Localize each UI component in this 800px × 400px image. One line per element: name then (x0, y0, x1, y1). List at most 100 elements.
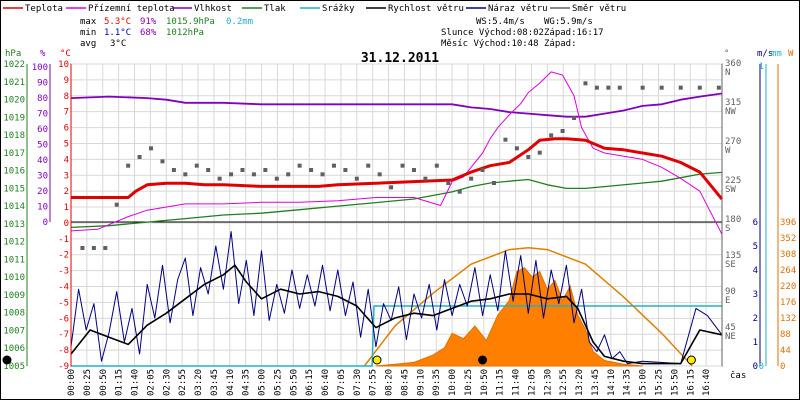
tick-time: 10:25 (464, 369, 474, 396)
tick-temp: 10 (58, 60, 69, 70)
tick-hpa: 1006 (3, 344, 25, 354)
tick-time: 00:00 (67, 369, 77, 396)
tick-w: 176 (780, 298, 796, 308)
tick-hpa: 1019 (3, 113, 25, 123)
weather-chart: Teplota Přízemní teplota Vlhkost Tlak Sr… (0, 0, 800, 400)
smer-point (679, 86, 683, 90)
tick-temp: 3 (64, 171, 69, 181)
smer-point (126, 164, 130, 168)
smer-point (332, 164, 336, 168)
smer-point (115, 203, 119, 207)
tick-time: 04:35 (242, 369, 252, 396)
tick-pct: 40 (37, 156, 48, 166)
smer-point (355, 177, 359, 181)
tick-time: 02:55 (178, 369, 188, 396)
tick-hpa: 1013 (3, 220, 25, 230)
smer-point (343, 168, 347, 172)
tick-time: 05:50 (289, 369, 299, 396)
info-slunce-zapad: Západ:16:17 (544, 28, 604, 38)
legend-label-srazky: Srážky (322, 4, 355, 14)
tick-dir-label: SW (725, 185, 736, 195)
smer-point (698, 86, 702, 90)
tick-hpa: 1016 (3, 167, 25, 177)
tick-time: 06:40 (321, 369, 331, 396)
axis-unit-pct: % (40, 49, 46, 59)
smer-point (80, 246, 84, 250)
tick-hpa: 1008 (3, 309, 25, 319)
tick-ms: 4 (753, 266, 758, 276)
smer-point (378, 172, 382, 176)
legend-label-smer: Směr větru (572, 4, 626, 14)
tick-time: 11:40 (512, 369, 522, 396)
smer-point (366, 164, 370, 168)
smer-point (618, 86, 622, 90)
tick-hpa: 1021 (3, 78, 25, 88)
legend-label-vlhkost: Vlhkost (194, 4, 232, 14)
tick-dir-label: N (725, 68, 730, 78)
tick-w: 44 (780, 346, 791, 356)
smer-point (160, 159, 164, 163)
tick-hpa: 1017 (3, 149, 25, 159)
tick-dir-label: SE (725, 260, 736, 270)
tick-time: 09:10 (416, 369, 426, 396)
smer-point (595, 86, 599, 90)
legend-label-teplota: Teplota (25, 4, 63, 14)
smer-point (149, 146, 153, 150)
tick-time: 09:35 (432, 369, 442, 396)
tick-pct: 30 (37, 172, 48, 182)
legend-label-tlak: Tlak (264, 4, 286, 14)
tick-w: 88 (780, 330, 791, 340)
smer-point (423, 177, 427, 181)
smer-point (446, 181, 450, 185)
smer-point (183, 172, 187, 176)
tick-time: 04:10 (226, 369, 236, 396)
chart-svg: Teplota Přízemní teplota Vlhkost Tlak Sr… (0, 0, 800, 400)
smer-point (572, 116, 576, 120)
tick-pct: 50 (37, 141, 48, 151)
smer-point (321, 172, 325, 176)
smer-point (263, 168, 267, 172)
tick-pct: 20 (37, 187, 48, 197)
tick-time: 15:00 (639, 369, 649, 396)
tick-time: 12:30 (543, 369, 553, 396)
tick-time: 08:45 (400, 369, 410, 396)
smer-point (252, 172, 256, 176)
tick-temp: 1 (64, 203, 69, 213)
tick-temp: -6 (58, 314, 69, 324)
tick-w: 0 (780, 362, 785, 372)
tick-w: 308 (780, 250, 796, 260)
smer-point (481, 168, 485, 172)
smer-point (172, 168, 176, 172)
tick-temp: 6 (64, 124, 69, 134)
moonrise-marker (479, 356, 487, 364)
tick-ms: 6 (753, 218, 758, 228)
info-wg: WG:5.9m/s (544, 17, 593, 27)
tick-temp: -8 (58, 346, 69, 356)
info-mesic-zapad: Západ: (544, 39, 577, 49)
stats-max-rain: 0.2mm (226, 17, 253, 27)
tick-temp: -1 (58, 235, 69, 245)
tick-w: 352 (780, 234, 796, 244)
smer-point (218, 177, 222, 181)
smer-point (229, 172, 233, 176)
tick-rain: 0 (759, 362, 764, 372)
tick-w: 396 (780, 218, 796, 228)
tick-w: 220 (780, 282, 796, 292)
tick-temp: 0 (64, 219, 69, 229)
tick-time: 02:30 (162, 369, 172, 396)
tick-ms: 1 (753, 338, 758, 348)
tick-time: 10:50 (480, 369, 490, 396)
axis-unit-w: W (788, 49, 794, 59)
stats-min-temp: 1.1°C (104, 28, 131, 38)
tick-hpa: 1014 (3, 202, 25, 212)
smer-point (583, 81, 587, 85)
stats-max-hum: 91% (140, 17, 157, 27)
tick-time: 07:55 (369, 369, 379, 396)
tick-pct: 0 (43, 218, 48, 228)
axis-unit-hpa: hPa (5, 49, 21, 59)
stats-max-label: max (80, 17, 97, 27)
smer-point (660, 86, 664, 90)
info-mesic: Měsíc Východ:10:48 (441, 39, 539, 49)
axis-unit-cas: čas (730, 370, 746, 381)
tick-time: 00:25 (83, 369, 93, 396)
